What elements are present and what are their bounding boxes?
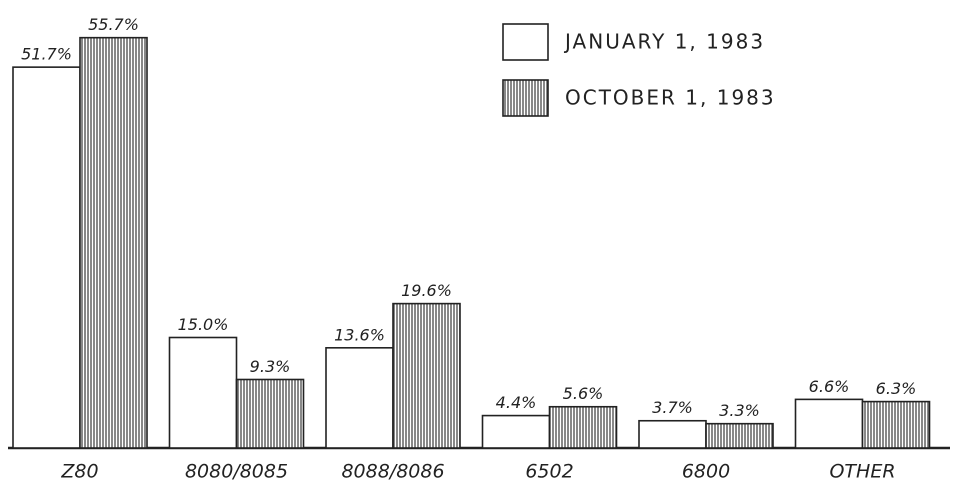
bar bbox=[705, 422, 774, 449]
legend-swatch bbox=[502, 79, 549, 117]
bar bbox=[79, 36, 148, 449]
value-label: 4.4% bbox=[496, 393, 537, 412]
x-tick-label: 6502 bbox=[525, 461, 573, 483]
value-label: 19.6% bbox=[401, 281, 452, 300]
bar bbox=[861, 400, 931, 449]
bar bbox=[794, 398, 864, 449]
bar bbox=[481, 414, 551, 449]
x-tick-label: Z80 bbox=[60, 461, 98, 483]
legend-swatch bbox=[502, 23, 549, 61]
value-label: 51.7% bbox=[21, 45, 72, 64]
legend-label: OCTOBER 1, 1983 bbox=[565, 86, 776, 110]
value-label: 15.0% bbox=[178, 315, 229, 334]
bar bbox=[235, 378, 305, 449]
value-label: 5.6% bbox=[563, 384, 604, 403]
value-label: 3.3% bbox=[719, 401, 760, 420]
bar bbox=[638, 419, 707, 449]
bar bbox=[325, 347, 394, 449]
value-label: 13.6% bbox=[334, 325, 385, 344]
x-tick-label: 8080/8085 bbox=[185, 461, 288, 483]
legend-label: JANUARY 1, 1983 bbox=[563, 30, 765, 54]
bar bbox=[548, 405, 618, 449]
x-tick-label: OTHER bbox=[829, 461, 895, 483]
bar bbox=[12, 66, 81, 449]
value-label: 3.7% bbox=[652, 398, 693, 417]
value-label: 6.3% bbox=[876, 379, 917, 398]
value-label: 9.3% bbox=[250, 357, 291, 376]
value-label: 6.6% bbox=[809, 377, 850, 396]
x-tick-label: 8088/8086 bbox=[341, 461, 444, 483]
bar bbox=[168, 336, 238, 449]
bar bbox=[392, 302, 461, 449]
value-label: 55.7% bbox=[88, 15, 139, 34]
x-tick-label: 6800 bbox=[682, 461, 730, 483]
